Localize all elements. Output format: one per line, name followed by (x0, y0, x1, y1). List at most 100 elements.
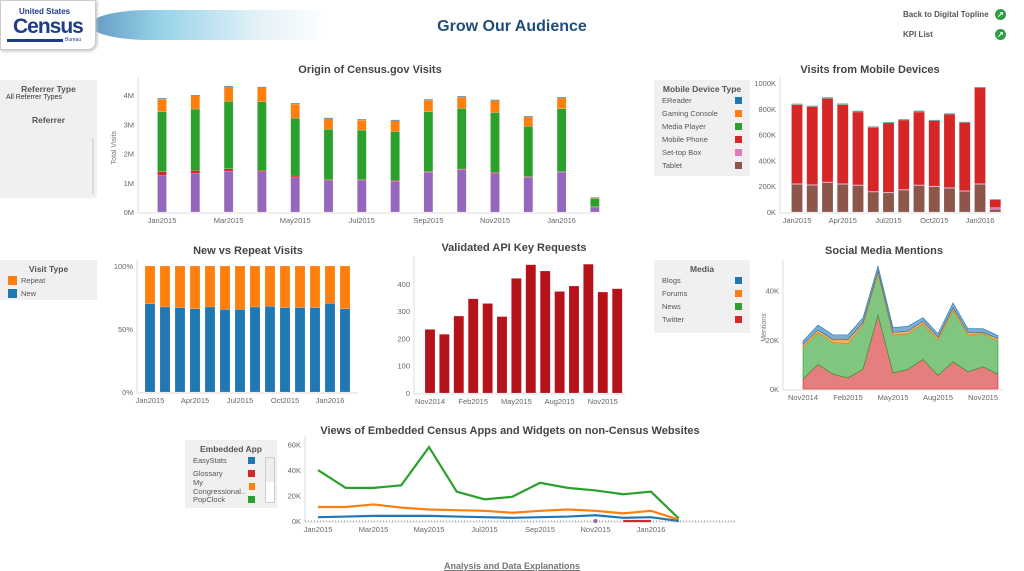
x-tick-label: Jan2015 (136, 396, 165, 405)
bar-segment (453, 315, 464, 394)
bar-segment (523, 126, 533, 177)
bar-segment (144, 303, 156, 393)
bar-segment (837, 103, 849, 105)
legend-item[interactable]: EReader (654, 94, 750, 107)
bar-segment (223, 168, 234, 172)
x-tick-label: Nov2014 (415, 397, 445, 406)
legend-item[interactable]: My Congressional.. (185, 477, 277, 496)
bar-segment (174, 307, 186, 393)
kpi-list-link[interactable]: KPI List (903, 30, 933, 39)
analysis-link[interactable]: Analysis and Data Explanations (443, 561, 581, 571)
bar-segment (189, 265, 201, 309)
legend-item[interactable]: Repeat (0, 274, 97, 287)
referrer-scrollbar[interactable] (92, 138, 94, 194)
bar-segment (523, 115, 533, 118)
bar-segment (423, 100, 434, 112)
area-blogs (802, 264, 999, 346)
legend-label: Twitter (662, 315, 685, 324)
chart-title: Views of Embedded Census Apps and Widget… (320, 425, 699, 437)
bar-segment (590, 196, 600, 198)
bar-segment (357, 119, 367, 121)
x-tick-label: May2015 (414, 525, 445, 534)
bar-segment (309, 265, 321, 308)
y-tick-label: 200K (758, 182, 776, 191)
bar-segment (590, 198, 600, 207)
back-to-digital-topline-link[interactable]: Back to Digital Topline (903, 10, 989, 19)
bar-segment (223, 85, 234, 87)
census-logo[interactable]: United States Census Bureau (0, 0, 96, 50)
bar-segment (974, 184, 986, 213)
bar-segment (457, 169, 467, 213)
bar-segment (490, 99, 500, 101)
bar-segment (590, 207, 600, 213)
bar-segment (806, 185, 818, 213)
legend-item[interactable]: Glossary (185, 467, 277, 480)
embedded-chart: Views of Embedded Census Apps and Widget… (288, 425, 735, 534)
bar-segment (439, 334, 450, 394)
bar-segment (249, 306, 261, 393)
legend-swatch (735, 316, 742, 323)
legend-swatch (248, 496, 255, 503)
x-tick-label: Jul2015 (875, 216, 901, 225)
bar-segment (390, 131, 400, 181)
referrer-title: Referrer (31, 115, 66, 125)
x-tick-label: Jan2015 (304, 525, 333, 534)
legend-item[interactable]: Gaming Console (654, 107, 750, 120)
legend-label: Gaming Console (662, 109, 718, 118)
legend-item[interactable]: PopClock (185, 493, 277, 506)
bar-segment (223, 101, 234, 169)
x-tick-label: May2015 (878, 393, 909, 402)
bar-segment (223, 170, 234, 213)
bar-segment (290, 103, 300, 119)
bar-segment (279, 307, 291, 393)
bar-segment (174, 265, 186, 308)
legend-item[interactable]: Twitter (654, 313, 750, 326)
x-tick-label: Oct2015 (271, 396, 299, 405)
x-tick-label: Feb2015 (833, 393, 863, 402)
y-tick-label: 20K (288, 492, 301, 501)
legend-item[interactable]: Set-top Box (654, 146, 750, 159)
referrer-type-title: Referrer Type (21, 84, 76, 94)
legend-label: New (21, 289, 37, 298)
legend-item[interactable]: Forums (654, 287, 750, 300)
referrer-type-dropdown[interactable]: All Referrer Types (6, 94, 62, 101)
bar-segment (898, 118, 910, 120)
bar-segment (190, 170, 200, 174)
line-mycongressional (318, 503, 680, 521)
mobile-device-legend: Mobile Device Type EReader Gaming Console M… (654, 80, 750, 176)
y-tick-label: 0M (124, 208, 134, 217)
legend-label: Set-top Box (662, 148, 702, 157)
embedded-app-legend: Embedded App EasyStats Glossary My Congress… (185, 440, 277, 508)
bar-segment (583, 264, 594, 394)
y-tick-label: 300 (397, 307, 410, 316)
legend-item[interactable]: Media Player (654, 120, 750, 133)
legend-label: My Congressional.. (193, 477, 246, 496)
legend-item[interactable]: EasyStats (185, 454, 277, 467)
bar-segment (943, 187, 956, 213)
legend-item[interactable]: Blogs (654, 274, 750, 287)
bar-segment (423, 172, 434, 213)
arrow-circle-icon[interactable]: ↗ (995, 9, 1006, 20)
bar-segment (852, 111, 864, 186)
x-tick-label: May2015 (501, 397, 532, 406)
legend-swatch (735, 136, 742, 143)
bar-segment (219, 309, 231, 393)
legend-item[interactable]: News (654, 300, 750, 313)
bar-segment (490, 173, 500, 213)
bar-segment (556, 172, 567, 213)
legend-item[interactable]: Mobile Phone (654, 133, 750, 146)
bar-segment (257, 170, 267, 172)
bar-segment (867, 126, 879, 128)
legend-item[interactable]: Tablet (654, 159, 750, 172)
bar-segment (943, 113, 956, 115)
y-tick-label: 2M (124, 150, 134, 159)
x-tick-label: Jul2015 (227, 396, 253, 405)
bar-segment (959, 121, 971, 123)
legend-swatch (248, 470, 255, 477)
data-point (593, 519, 598, 523)
legend-scrollbar[interactable] (265, 457, 275, 503)
arrow-circle-icon[interactable]: ↗ (995, 29, 1006, 40)
y-axis-label: Mentions (761, 313, 768, 342)
media-legend: Media Blogs Forums News Twitter (654, 260, 750, 333)
legend-item[interactable]: New (0, 287, 97, 300)
